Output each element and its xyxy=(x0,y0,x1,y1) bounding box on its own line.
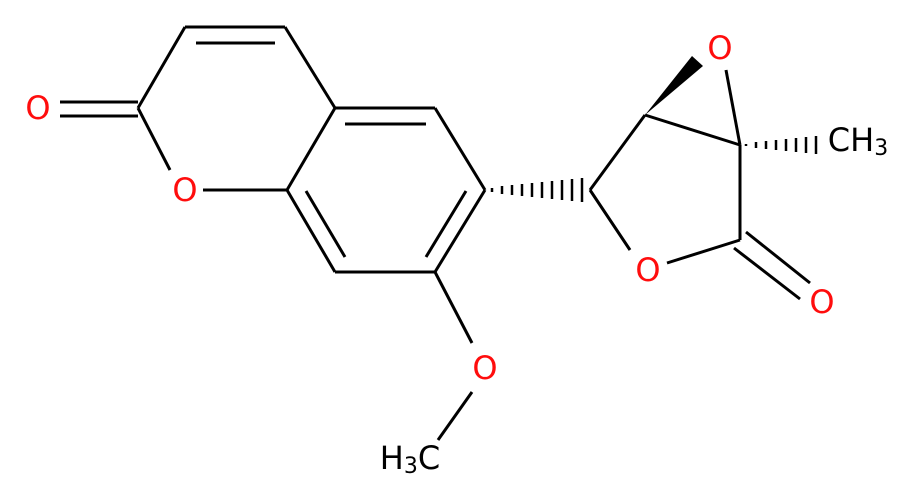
atom-label: O xyxy=(25,89,50,127)
atom-label: O xyxy=(635,251,660,289)
atom-symbol: O xyxy=(472,349,497,387)
atom-label: O xyxy=(472,349,497,387)
atom-symbol: O xyxy=(172,171,197,209)
bonds xyxy=(60,25,818,441)
atom-label: O xyxy=(707,29,732,67)
atom-symbol: O xyxy=(809,283,834,321)
atom-label: CH3 xyxy=(828,121,888,161)
subscript: 3 xyxy=(404,454,418,479)
atom-symbol: C xyxy=(418,439,440,477)
atom-symbol: O xyxy=(25,89,50,127)
atom-symbol: H xyxy=(380,439,404,477)
atom-label: O xyxy=(172,171,197,209)
atom-symbol: CH xyxy=(828,121,874,159)
atom-symbol: O xyxy=(707,29,732,67)
atom-label: H3C xyxy=(380,439,440,479)
subscript: 3 xyxy=(874,136,888,161)
atom-label: O xyxy=(809,283,834,321)
atom-symbol: O xyxy=(635,251,660,289)
